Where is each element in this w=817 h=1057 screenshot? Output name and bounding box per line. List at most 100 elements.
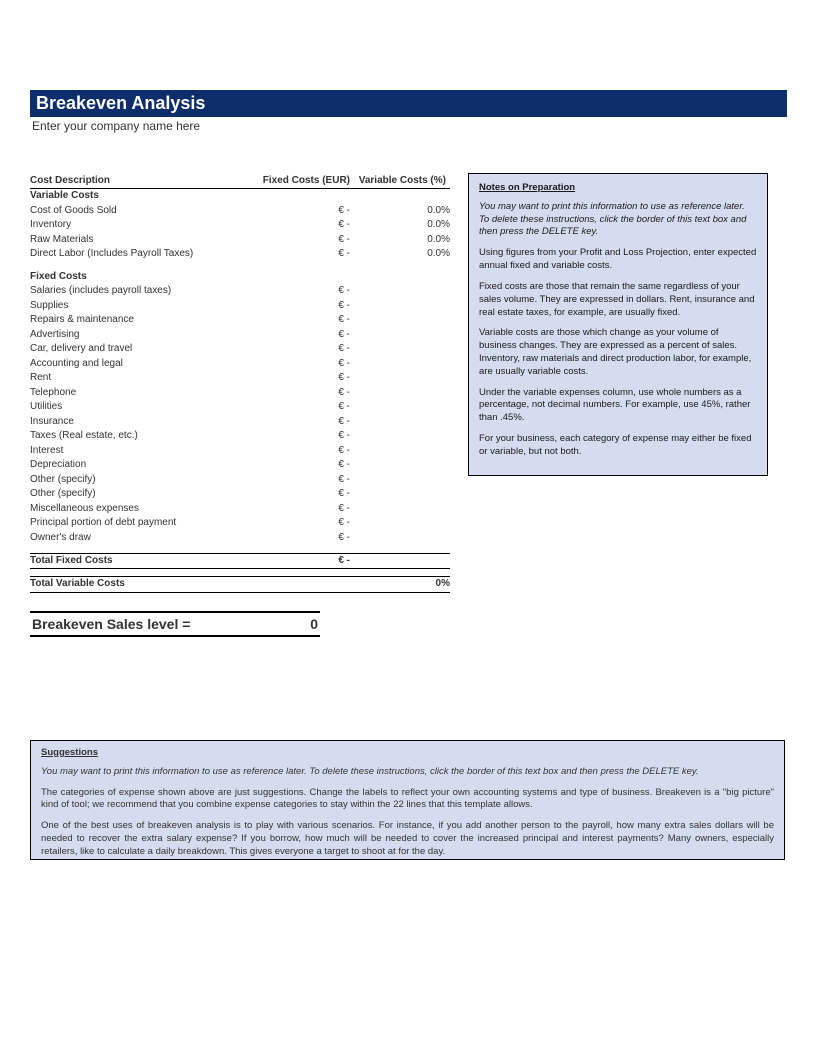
fixed-cost-cell[interactable]: € - — [230, 357, 350, 372]
table-row: Salaries (includes payroll taxes)€ - — [30, 284, 450, 299]
cost-label[interactable]: Inventory — [30, 218, 230, 233]
fixed-cost-cell[interactable]: € - — [230, 328, 350, 343]
cost-label[interactable]: Other (specify) — [30, 473, 230, 488]
fixed-cost-cell[interactable]: € - — [230, 458, 350, 473]
table-row: Miscellaneous expenses€ - — [30, 502, 450, 517]
variable-cost-cell[interactable] — [350, 328, 450, 343]
variable-cost-cell[interactable]: 0.0% — [350, 204, 450, 219]
table-row: Interest€ - — [30, 444, 450, 459]
cost-label[interactable]: Miscellaneous expenses — [30, 502, 230, 517]
cost-label[interactable]: Cost of Goods Sold — [30, 204, 230, 219]
cost-label[interactable]: Car, delivery and travel — [30, 342, 230, 357]
notes-p4: Variable costs are those which change as… — [479, 327, 757, 378]
variable-cost-cell[interactable] — [350, 473, 450, 488]
col-header-fixed: Fixed Costs (EUR) — [230, 173, 350, 189]
fixed-cost-cell[interactable]: € - — [230, 502, 350, 517]
suggestions-title: Suggestions — [41, 747, 774, 760]
variable-cost-cell[interactable] — [350, 502, 450, 517]
cost-label[interactable]: Salaries (includes payroll taxes) — [30, 284, 230, 299]
cost-label[interactable]: Insurance — [30, 415, 230, 430]
variable-cost-cell[interactable] — [350, 342, 450, 357]
fixed-cost-cell[interactable]: € - — [230, 444, 350, 459]
table-row: Supplies€ - — [30, 299, 450, 314]
table-row: Taxes (Real estate, etc.)€ - — [30, 429, 450, 444]
cost-label[interactable]: Taxes (Real estate, etc.) — [30, 429, 230, 444]
cost-label[interactable]: Interest — [30, 444, 230, 459]
variable-cost-cell[interactable] — [350, 444, 450, 459]
section-header-row: Variable Costs — [30, 189, 450, 204]
cost-label[interactable]: Depreciation — [30, 458, 230, 473]
total-variable-row: Total Variable Costs0% — [30, 577, 450, 593]
variable-cost-cell[interactable] — [350, 357, 450, 372]
cost-label[interactable]: Direct Labor (Includes Payroll Taxes) — [30, 247, 230, 262]
cost-label[interactable]: Telephone — [30, 386, 230, 401]
section-header-label: Fixed Costs — [30, 270, 450, 285]
fixed-cost-cell[interactable]: € - — [230, 429, 350, 444]
variable-cost-cell[interactable]: 0.0% — [350, 247, 450, 262]
notes-p6: For your business, each category of expe… — [479, 433, 757, 459]
variable-cost-cell[interactable] — [350, 386, 450, 401]
cost-label[interactable]: Repairs & maintenance — [30, 313, 230, 328]
cost-label[interactable]: Principal portion of debt payment — [30, 516, 230, 531]
variable-cost-cell[interactable]: 0.0% — [350, 233, 450, 248]
table-row: Raw Materials€ -0.0% — [30, 233, 450, 248]
variable-cost-cell[interactable] — [350, 415, 450, 430]
cost-label[interactable]: Raw Materials — [30, 233, 230, 248]
company-name-field[interactable]: Enter your company name here — [30, 117, 787, 133]
table-row: Insurance€ - — [30, 415, 450, 430]
variable-cost-cell[interactable] — [350, 516, 450, 531]
table-row: Utilities€ - — [30, 400, 450, 415]
breakeven-label: Breakeven Sales level = — [32, 616, 190, 632]
fixed-cost-cell[interactable]: € - — [230, 342, 350, 357]
variable-cost-cell[interactable]: 0.0% — [350, 218, 450, 233]
fixed-cost-cell[interactable]: € - — [230, 386, 350, 401]
table-row: Repairs & maintenance€ - — [30, 313, 450, 328]
table-row: Owner's draw€ - — [30, 531, 450, 546]
suggestions-box[interactable]: Suggestions You may want to print this i… — [30, 740, 785, 860]
fixed-cost-cell[interactable]: € - — [230, 299, 350, 314]
fixed-cost-cell[interactable]: € - — [230, 233, 350, 248]
variable-cost-cell[interactable] — [350, 487, 450, 502]
fixed-cost-cell[interactable]: € - — [230, 516, 350, 531]
fixed-cost-cell[interactable]: € - — [230, 247, 350, 262]
fixed-cost-cell[interactable]: € - — [230, 218, 350, 233]
fixed-cost-cell[interactable]: € - — [230, 371, 350, 386]
col-header-variable: Variable Costs (%) — [350, 173, 450, 189]
fixed-cost-cell[interactable]: € - — [230, 415, 350, 430]
cost-label[interactable]: Utilities — [30, 400, 230, 415]
variable-cost-cell[interactable] — [350, 429, 450, 444]
cost-label[interactable]: Rent — [30, 371, 230, 386]
variable-cost-cell[interactable] — [350, 284, 450, 299]
fixed-cost-cell[interactable]: € - — [230, 313, 350, 328]
cost-label[interactable]: Owner's draw — [30, 531, 230, 546]
total-variable-value: 0% — [350, 577, 450, 593]
table-row: Inventory€ -0.0% — [30, 218, 450, 233]
fixed-cost-cell[interactable]: € - — [230, 204, 350, 219]
fixed-cost-cell[interactable]: € - — [230, 473, 350, 488]
variable-cost-cell[interactable] — [350, 299, 450, 314]
variable-cost-cell[interactable] — [350, 458, 450, 473]
cost-label[interactable]: Supplies — [30, 299, 230, 314]
variable-cost-cell[interactable] — [350, 400, 450, 415]
cost-label[interactable]: Accounting and legal — [30, 357, 230, 372]
fixed-cost-cell[interactable]: € - — [230, 487, 350, 502]
page-title-bar: Breakeven Analysis — [30, 90, 787, 117]
section-header-row: Fixed Costs — [30, 270, 450, 285]
variable-cost-cell[interactable] — [350, 313, 450, 328]
table-row: Car, delivery and travel€ - — [30, 342, 450, 357]
notes-p3: Fixed costs are those that remain the sa… — [479, 281, 757, 319]
variable-cost-cell[interactable] — [350, 371, 450, 386]
suggestions-p2: The categories of expense shown above ar… — [41, 787, 774, 813]
cost-label[interactable]: Advertising — [30, 328, 230, 343]
notes-box[interactable]: Notes on Preparation You may want to pri… — [468, 173, 768, 476]
cost-table-region: Cost Description Fixed Costs (EUR) Varia… — [30, 173, 450, 637]
variable-cost-cell[interactable] — [350, 531, 450, 546]
fixed-cost-cell[interactable]: € - — [230, 284, 350, 299]
notes-p5: Under the variable expenses column, use … — [479, 387, 757, 425]
cost-table: Cost Description Fixed Costs (EUR) Varia… — [30, 173, 450, 593]
fixed-cost-cell[interactable]: € - — [230, 400, 350, 415]
breakeven-value: 0 — [310, 616, 318, 632]
fixed-cost-cell[interactable]: € - — [230, 531, 350, 546]
total-fixed-row: Total Fixed Costs€ - — [30, 553, 450, 569]
cost-label[interactable]: Other (specify) — [30, 487, 230, 502]
